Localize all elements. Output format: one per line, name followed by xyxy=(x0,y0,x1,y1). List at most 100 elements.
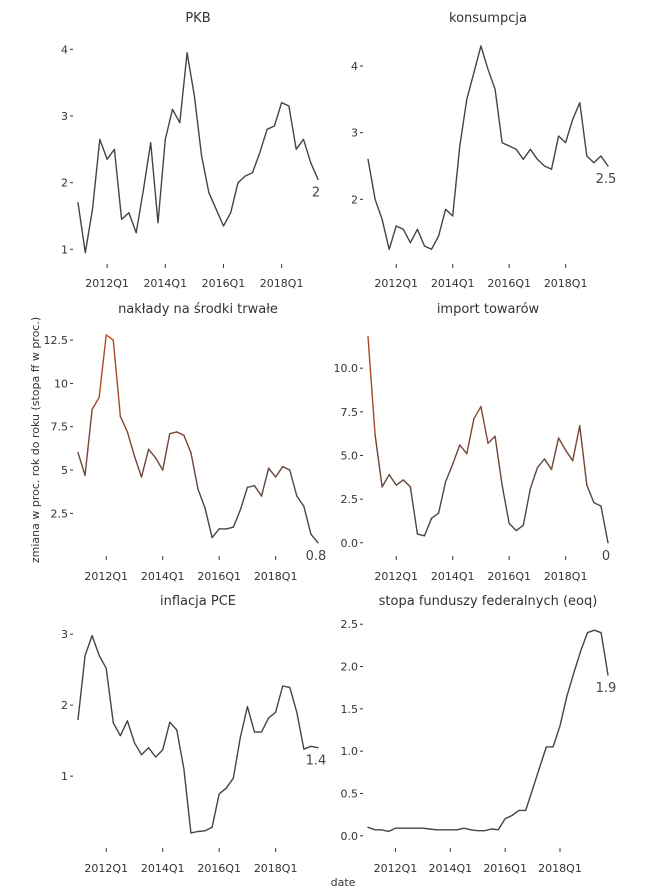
series-segment xyxy=(480,405,489,444)
x-tick-label: 2016Q1 xyxy=(202,277,246,290)
x-tick-label: 2014Q1 xyxy=(141,570,185,583)
series-segment xyxy=(586,484,595,504)
series-line xyxy=(367,629,609,833)
y-tick-label: 5.0 xyxy=(341,449,359,462)
series-segment xyxy=(501,484,510,525)
series-segment xyxy=(388,473,397,486)
series-segment xyxy=(444,463,454,483)
series-segment xyxy=(119,415,129,433)
series-segment xyxy=(423,517,433,537)
series-segment xyxy=(437,480,447,514)
y-tick-label: 10 xyxy=(54,377,68,390)
y-tick-label: 4 xyxy=(351,60,358,73)
series-segment xyxy=(77,452,86,476)
y-tick-label: 2.5 xyxy=(51,507,69,520)
y-tick-label: 3 xyxy=(61,628,68,641)
x-tick-label: 2012Q1 xyxy=(374,862,418,875)
series-segment xyxy=(154,457,164,471)
series-segment xyxy=(579,425,588,486)
y-tick-label: 1.5 xyxy=(341,703,359,716)
series-segment xyxy=(543,458,553,471)
panel-title: nakłady na środki trwałe xyxy=(118,302,278,317)
series-segment xyxy=(211,528,220,539)
y-tick-label: 2 xyxy=(61,699,68,712)
panel-6: stopa funduszy federalnych (eoq) 0.0 0.5 1.… xyxy=(341,594,617,875)
series-segment xyxy=(91,396,100,411)
series-segment xyxy=(147,448,157,459)
x-tick-label: 2018Q1 xyxy=(544,570,588,583)
x-tick-label: 2012Q1 xyxy=(84,570,128,583)
panel-title: PKB xyxy=(185,11,210,26)
panel-5: inflacja PCE 1 2 3 2012Q1 2014Q1 2016Q1 2018Q1 1… xyxy=(61,594,326,875)
end-value-label: 1.9 xyxy=(596,681,617,696)
end-value-label: 2.5 xyxy=(596,172,617,187)
series-segment xyxy=(515,524,524,532)
panel-2: konsumpcja 2 3 4 2012Q1 2014Q1 2016Q1 2018Q1 2.5 xyxy=(351,11,616,290)
series-segment xyxy=(536,458,546,469)
series-segment xyxy=(225,526,234,530)
series-line xyxy=(367,45,609,251)
y-tick-label: 3 xyxy=(351,127,358,140)
series-segment xyxy=(274,465,284,478)
y-tick-label: 2.5 xyxy=(341,618,359,631)
y-tick-label: 0.0 xyxy=(341,537,359,550)
series-segment xyxy=(367,336,376,436)
series-segment xyxy=(169,431,178,435)
y-tick-label: 12.5 xyxy=(44,334,69,347)
series-segment xyxy=(296,495,305,508)
panel-1: PKB 1 2 3 4 2012Q1 2014Q1 2016Q1 2018Q1 2 xyxy=(61,11,320,290)
x-tick-label: 2014Q1 xyxy=(431,277,475,290)
panel-title: stopa funduszy federalnych (eoq) xyxy=(379,594,598,609)
panel-4: import towarów 0.0 2.5 5.0 7.5 10.0 2012Q1 2014… xyxy=(334,302,611,583)
series-segment xyxy=(176,431,185,437)
series-segment xyxy=(183,434,192,454)
series-segment xyxy=(459,444,468,455)
series-segment xyxy=(140,448,150,478)
x-tick-label: 2012Q1 xyxy=(374,277,418,290)
series-segment xyxy=(550,437,560,471)
x-tick-label: 2014Q1 xyxy=(143,277,187,290)
x-tick-label: 2014Q1 xyxy=(431,570,475,583)
y-tick-label: 5 xyxy=(61,464,68,477)
y-axis-label: zmiana w proc. rok do roku (stopa ff w p… xyxy=(29,317,42,563)
y-tick-label: 1 xyxy=(61,770,68,783)
series-segment xyxy=(105,334,114,341)
series-segment xyxy=(126,431,136,457)
series-segment xyxy=(402,479,412,488)
series-segment xyxy=(303,505,312,535)
series-segment xyxy=(473,405,482,420)
y-tick-label: 0.5 xyxy=(341,787,359,800)
y-tick-label: 2 xyxy=(61,177,68,190)
series-segment xyxy=(162,432,171,471)
x-tick-label: 2012Q1 xyxy=(85,277,129,290)
series-segment xyxy=(430,512,440,520)
x-tick-label: 2012Q1 xyxy=(374,570,418,583)
x-tick-label: 2014Q1 xyxy=(141,862,185,875)
y-tick-label: 7.5 xyxy=(51,421,69,434)
y-tick-label: 4 xyxy=(61,43,68,56)
series-segment xyxy=(466,418,475,455)
series-segment xyxy=(494,435,503,486)
x-tick-label: 2016Q1 xyxy=(197,570,241,583)
x-tick-label: 2016Q1 xyxy=(487,277,531,290)
x-tick-label: 2018Q1 xyxy=(544,277,588,290)
y-tick-label: 10.0 xyxy=(334,362,359,375)
x-tick-label: 2018Q1 xyxy=(254,862,298,875)
series-segment xyxy=(112,339,122,418)
x-tick-label: 2012Q1 xyxy=(84,862,128,875)
x-tick-label: 2018Q1 xyxy=(260,277,304,290)
panel-title: inflacja PCE xyxy=(160,594,236,609)
series-segment xyxy=(416,533,426,537)
series-segment xyxy=(374,433,383,488)
series-segment xyxy=(267,467,277,478)
y-tick-label: 0.0 xyxy=(341,830,359,843)
series-line xyxy=(77,634,319,834)
series-segment xyxy=(204,507,213,539)
series-segment xyxy=(232,509,242,528)
y-tick-label: 3 xyxy=(61,110,68,123)
series-segment xyxy=(289,469,298,497)
series-segment xyxy=(260,467,270,497)
x-tick-label: 2014Q1 xyxy=(428,862,472,875)
